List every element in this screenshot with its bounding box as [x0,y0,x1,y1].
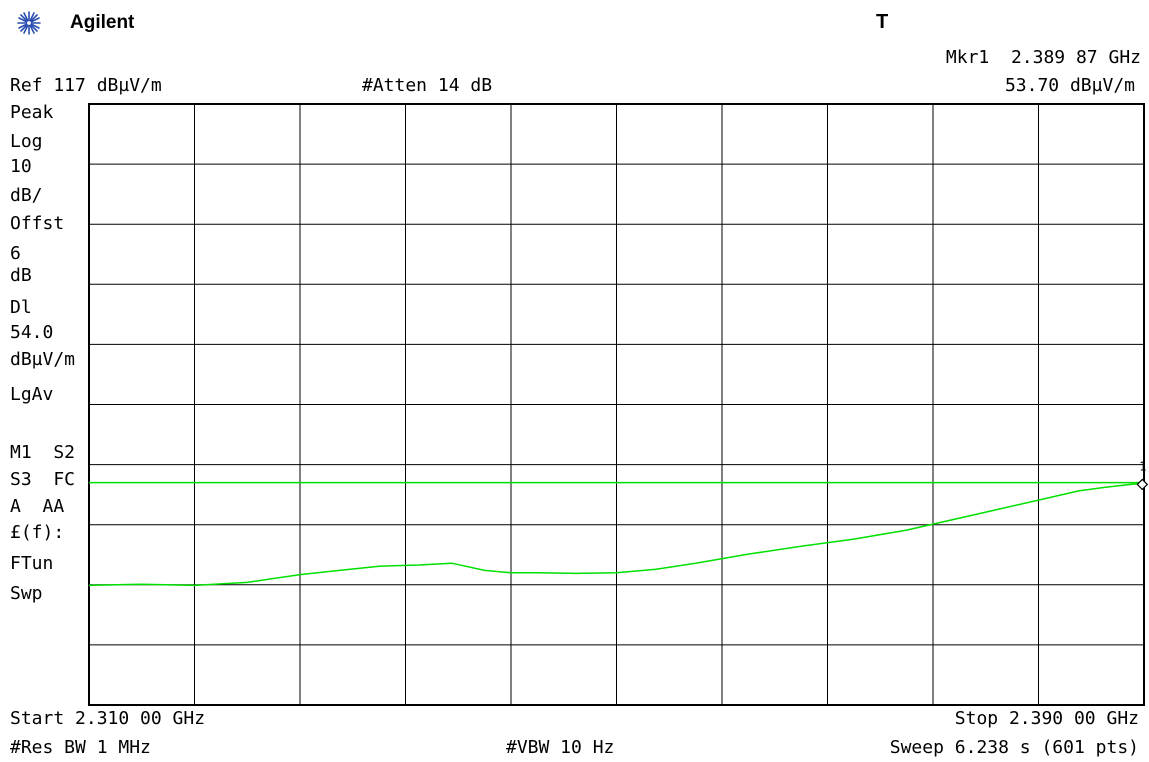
left-panel-line: Peak [10,102,54,123]
agilent-logo-icon [17,11,41,35]
left-panel-line: 6 [10,243,21,264]
left-panel-line: Offst [10,213,65,234]
left-panel-line: £(f): [10,522,65,543]
trigger-flag: T [876,11,889,33]
marker-1: 1 [1136,459,1149,491]
left-panel-line: A AA [10,496,65,517]
marker-level-readout: 53.70 dBµV/m [1004,75,1135,96]
marker-label: 1 [1139,459,1146,473]
left-panel-line: M1 S2 [10,442,76,463]
left-panel-line: 54.0 [10,322,54,343]
marker-diamond-icon [1136,478,1149,491]
left-panel-line: FTun [10,553,54,574]
start-frequency: Start 2.310 00 GHz [10,708,206,729]
trace-1 [88,482,1145,587]
attenuation: #Atten 14 dB [362,75,493,96]
left-panel-line: Swp [10,583,43,604]
video-bandwidth: #VBW 10 Hz [506,737,615,758]
left-panel-line: dB [10,265,32,286]
reference-level: Ref 117 dBµV/m [10,75,162,96]
left-panel-line: LgAv [10,384,54,405]
resolution-bandwidth: #Res BW 1 MHz [10,737,151,758]
marker-frequency-readout: Mkr1 2.389 87 GHz [945,47,1141,68]
left-panel-line: dBµV/m [10,349,76,370]
left-panel-line: 10 [10,156,32,177]
left-panel-line: Log [10,131,43,152]
left-panel-line: dB/ [10,185,43,206]
grid [89,104,1144,705]
brand-name: Agilent [70,12,135,33]
left-panel-line: Dl [10,297,32,318]
sweep-time: Sweep 6.238 s (601 pts) [889,737,1139,758]
left-panel-line: S3 FC [10,469,76,490]
stop-frequency: Stop 2.390 00 GHz [954,708,1139,729]
